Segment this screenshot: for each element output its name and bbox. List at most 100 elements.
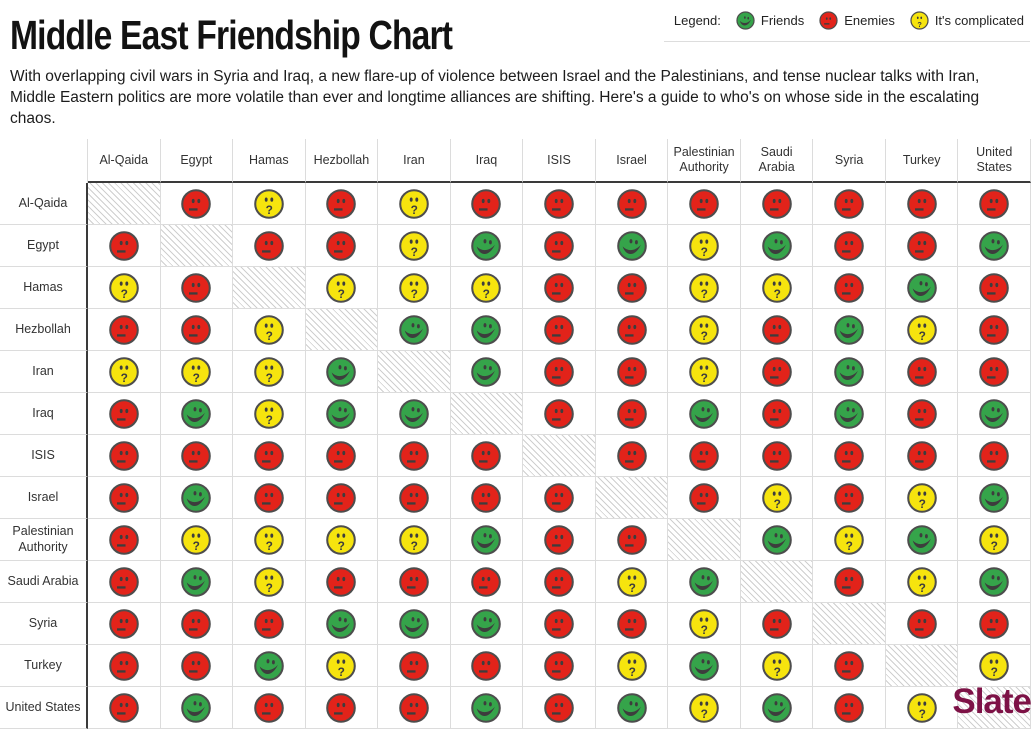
enemies-face-icon <box>616 272 647 303</box>
friends-face-icon <box>979 566 1010 597</box>
relationship-cell <box>958 477 1031 519</box>
friends-face-icon <box>471 356 502 387</box>
complicated-face-icon: ? <box>689 230 719 261</box>
relationship-cell: ? <box>450 267 524 309</box>
relationship-cell <box>668 183 741 225</box>
svg-text:?: ? <box>411 539 418 553</box>
friendship-matrix: Al-Qaida Egypt Hamas Hezbollah Iran Iraq ISIS I… <box>0 139 1031 729</box>
relationship-cell: ? <box>885 309 959 351</box>
enemies-face-icon <box>471 440 502 471</box>
enemies-face-icon <box>979 356 1010 387</box>
enemies-face-icon <box>181 440 212 471</box>
complicated-face-icon: ? <box>108 272 139 303</box>
enemies-face-icon <box>761 188 792 219</box>
enemies-face-icon <box>254 692 284 723</box>
row-header: Syria <box>0 603 88 645</box>
complicated-face-icon: ? <box>616 650 647 681</box>
slate-logo: Slate <box>952 682 1032 721</box>
complicated-face-icon: ? <box>108 356 139 387</box>
row-header: Turkey <box>0 645 88 687</box>
relationship-cell <box>885 267 959 309</box>
svg-text:?: ? <box>193 371 200 385</box>
relationship-cell <box>450 519 524 561</box>
row-header: Saudi Arabia <box>0 561 88 603</box>
relationship-cell <box>813 477 886 519</box>
friends-face-icon <box>736 11 755 30</box>
relationship-cell <box>160 645 234 687</box>
relationship-cell <box>813 309 886 351</box>
enemies-face-icon <box>254 482 284 513</box>
complicated-face-icon: ? <box>979 524 1010 555</box>
friends-face-icon <box>979 398 1010 429</box>
complicated-face-icon: ? <box>689 314 719 345</box>
relationship-cell <box>813 393 886 435</box>
relationship-cell: ? <box>233 519 306 561</box>
legend-item-friends-label: Friends <box>760 13 805 28</box>
enemies-face-icon <box>544 692 574 723</box>
enemies-face-icon <box>834 440 864 471</box>
relationship-cell: ? <box>305 645 379 687</box>
svg-text:?: ? <box>918 497 925 511</box>
relationship-cell <box>88 687 161 729</box>
svg-text:?: ? <box>265 413 272 427</box>
relationship-cell <box>740 351 814 393</box>
friends-face-icon <box>471 230 502 261</box>
row-header: ISIS <box>0 435 88 477</box>
relationship-cell <box>523 519 596 561</box>
relationship-cell: ? <box>233 351 306 393</box>
svg-text:?: ? <box>701 329 708 343</box>
relationship-cell: ? <box>668 687 741 729</box>
relationship-cell <box>885 603 959 645</box>
friends-face-icon <box>834 356 864 387</box>
friends-face-icon <box>471 524 502 555</box>
enemies-face-icon <box>616 188 647 219</box>
enemies-face-icon <box>108 524 139 555</box>
svg-text:?: ? <box>701 371 708 385</box>
complicated-face-icon: ? <box>471 272 502 303</box>
relationship-cell <box>160 477 234 519</box>
svg-text:?: ? <box>265 203 272 217</box>
enemies-face-icon <box>181 608 212 639</box>
relationship-cell <box>305 393 379 435</box>
relationship-cell <box>740 435 814 477</box>
relationship-cell <box>88 309 161 351</box>
friends-face-icon <box>471 692 502 723</box>
relationship-cell <box>233 603 306 645</box>
relationship-cell <box>233 435 306 477</box>
friends-face-icon <box>979 230 1010 261</box>
relationship-cell <box>740 183 814 225</box>
enemies-face-icon <box>544 188 574 219</box>
svg-text:?: ? <box>483 287 490 301</box>
friends-face-icon <box>471 314 502 345</box>
column-header: Hamas <box>233 139 306 183</box>
relationship-cell <box>958 603 1031 645</box>
self-cell <box>233 267 306 309</box>
friends-face-icon <box>181 482 212 513</box>
complicated-face-icon: ? <box>254 314 284 345</box>
complicated-face-icon: ? <box>254 566 284 597</box>
relationship-cell <box>813 435 886 477</box>
friends-face-icon <box>761 692 792 723</box>
relationship-cell <box>88 603 161 645</box>
enemies-face-icon <box>544 608 574 639</box>
enemies-face-icon <box>326 440 357 471</box>
relationship-cell <box>88 519 161 561</box>
relationship-cell <box>160 687 234 729</box>
column-header: United States <box>958 139 1031 183</box>
relationship-cell: ? <box>740 645 814 687</box>
svg-text:?: ? <box>773 497 780 511</box>
relationship-cell <box>523 645 596 687</box>
complicated-face-icon: ? <box>254 188 284 219</box>
relationship-cell <box>595 603 669 645</box>
enemies-face-icon <box>108 230 139 261</box>
friends-face-icon <box>761 230 792 261</box>
relationship-cell: ? <box>233 183 306 225</box>
relationship-cell <box>88 225 161 267</box>
relationship-cell <box>885 393 959 435</box>
row-header: Palestinian Authority <box>0 519 88 561</box>
svg-text:?: ? <box>411 287 418 301</box>
relationship-cell <box>595 351 669 393</box>
relationship-cell <box>595 267 669 309</box>
friends-face-icon <box>181 692 212 723</box>
relationship-cell <box>450 351 524 393</box>
